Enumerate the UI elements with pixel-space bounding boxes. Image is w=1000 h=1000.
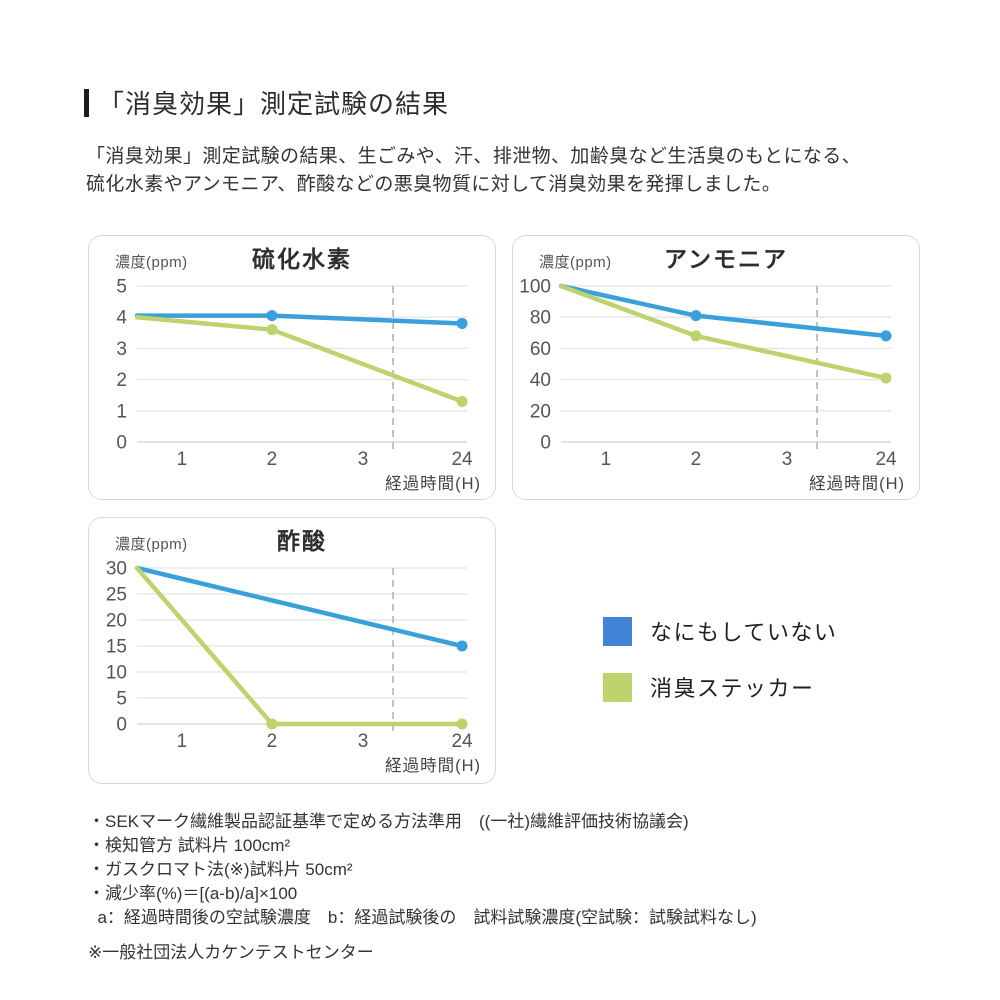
footnote-line: ・減少率(%)＝[(a-b)/a]×100: [88, 884, 298, 903]
data-point: [456, 640, 468, 652]
legend-item-sticker: 消臭ステッカー: [603, 671, 837, 703]
intro-line-2: 硫化水素やアンモニア、酢酸などの悪臭物質に対して消臭効果を発揮しました。: [86, 174, 782, 195]
y-tick-label: 20: [530, 401, 551, 422]
y-tick-label: 30: [106, 559, 127, 580]
y-tick-label: 0: [540, 433, 551, 454]
data-point: [690, 310, 702, 322]
x-tick-label: 24: [875, 449, 897, 470]
series-line-0: [134, 565, 465, 649]
legend-item-none: なにもしていない: [603, 615, 837, 647]
legend: なにもしていない 消臭ステッカー: [603, 615, 837, 727]
chart-title: 硫化水素: [252, 246, 352, 272]
x-tick-label: 2: [691, 449, 702, 470]
y-tick-label: 80: [530, 308, 551, 329]
x-tick-label: 24: [451, 449, 473, 470]
intro-paragraph: 「消臭効果」測定試験の結果、生ごみや、汗、排泄物、加齢臭など生活臭のもとになる、…: [86, 143, 861, 199]
series-line-0: [558, 283, 889, 339]
y-tick-label: 5: [116, 277, 127, 298]
x-tick-label: 3: [782, 449, 793, 470]
y-tick-label: 0: [116, 433, 127, 454]
y-tick-label: 4: [116, 308, 127, 329]
footnote-line: ・SEKマーク繊維製品認証基準で定める方法準用 ((一社)繊維評価技術協議会): [88, 812, 689, 831]
x-tick-label: 2: [267, 731, 278, 752]
y-axis-label: 濃度(ppm): [115, 254, 188, 271]
x-tick-label: 3: [358, 731, 369, 752]
bottom-note: ※一般社団法人カケンテストセンター: [88, 943, 374, 962]
footnote-line: a：経過時間後の空試験濃度 b：経過試験後の 試料試験濃度(空試験：試験試料なし…: [88, 908, 757, 927]
chart-panel-acetic-acid: 30 25 20 15 10 5 0 1 2 3 24 濃度(ppm) 酢酸経過時間(H): [88, 517, 496, 784]
title-accent-bar: [84, 88, 89, 117]
data-point: [266, 324, 278, 336]
data-point: [266, 718, 278, 730]
legend-label: なにもしていない: [650, 620, 838, 645]
y-tick-label: 1: [116, 401, 127, 422]
y-axis-label: 濃度(ppm): [539, 254, 612, 271]
y-tick-label: 2: [116, 370, 127, 391]
y-tick-label: 25: [106, 585, 127, 606]
data-point: [880, 330, 892, 342]
y-tick-label: 60: [530, 339, 551, 360]
x-axis-label: 経過時間(H): [385, 474, 481, 493]
y-tick-label: 5: [116, 689, 127, 710]
y-tick-label: 40: [530, 370, 551, 391]
footnote-line: ・ガスクロマト法(※)試料片 50cm²: [88, 860, 353, 879]
data-point: [456, 395, 468, 407]
legend-swatch-green: [603, 672, 632, 702]
data-point: [880, 372, 892, 384]
legend-label: 消臭ステッカー: [650, 676, 815, 701]
data-point: [456, 317, 468, 329]
x-tick-label: 3: [358, 449, 369, 470]
y-tick-label: 3: [116, 339, 127, 360]
footnotes: ・SEKマーク繊維製品認証基準で定める方法準用 ((一社)繊維評価技術協議会) ・…: [88, 810, 757, 930]
legend-swatch-blue: [603, 616, 632, 646]
data-point: [690, 330, 702, 342]
x-tick-label: 24: [451, 731, 473, 752]
y-tick-label: 10: [106, 663, 127, 684]
page-title-text: 「消臭効果」測定試験の結果: [98, 89, 450, 119]
x-tick-label: 1: [601, 449, 612, 470]
y-axis-label: 濃度(ppm): [115, 536, 188, 553]
chart-panel-hydrogen-sulfide: 5 4 3 2 1 0 1 2 3 24 濃度(ppm) 硫化水素経過時間(H): [88, 235, 496, 500]
chart-panel-ammonia: 100 80 60 40 20 0 1 2 3 24 濃度(ppm) アンモニア経過時間(H): [512, 235, 920, 500]
data-point: [456, 718, 468, 730]
chart-title: アンモニア: [664, 246, 788, 272]
x-tick-label: 1: [177, 449, 188, 470]
chart-title: 酢酸: [277, 528, 327, 554]
y-tick-label: 15: [106, 637, 127, 658]
x-tick-label: 1: [177, 731, 188, 752]
data-point: [266, 310, 278, 322]
x-axis-label: 経過時間(H): [809, 474, 905, 493]
y-tick-label: 0: [116, 715, 127, 736]
series-line-1: [134, 314, 465, 404]
y-tick-label: 20: [106, 611, 127, 632]
footnote-line: ・検知管方 試料片 100cm²: [88, 836, 291, 855]
y-tick-label: 100: [519, 277, 551, 298]
x-axis-label: 経過時間(H): [385, 756, 481, 775]
intro-line-1: 「消臭効果」測定試験の結果、生ごみや、汗、排泄物、加齢臭など生活臭のもとになる、: [86, 146, 862, 167]
x-tick-label: 2: [267, 449, 278, 470]
page-title: 「消臭効果」測定試験の結果: [84, 84, 449, 121]
